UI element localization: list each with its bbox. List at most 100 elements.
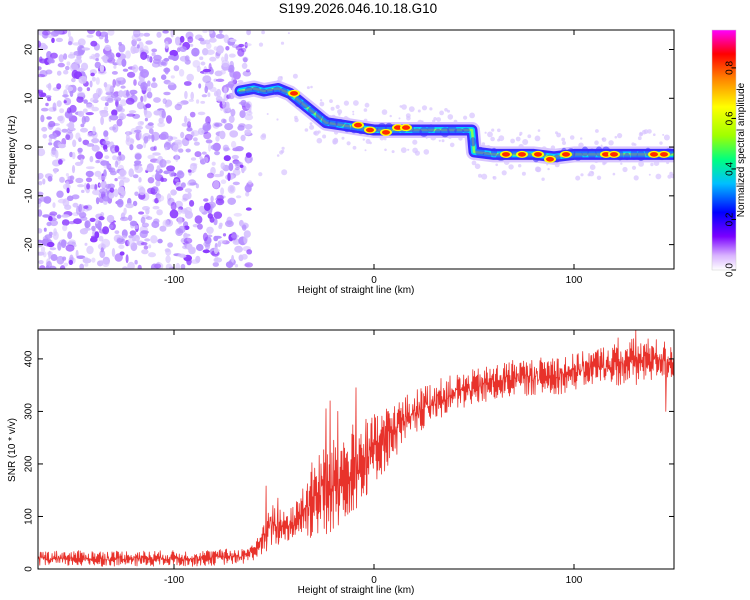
noise-dot: [175, 153, 179, 163]
faint-dot: [510, 138, 515, 144]
noise-dot: [239, 164, 244, 168]
faint-dot: [310, 85, 313, 89]
noise-dot: [244, 262, 253, 268]
noise-dot: [72, 42, 82, 46]
noise-dot: [169, 49, 178, 57]
hotspot: [354, 122, 362, 128]
faint-dot: [589, 164, 596, 170]
faint-dot: [669, 171, 673, 176]
noise-dot: [119, 169, 127, 177]
noise-dot: [123, 207, 127, 215]
noise-dot: [95, 77, 100, 85]
trace-blob: [252, 86, 260, 93]
faint-dot: [519, 133, 522, 137]
noise-dot: [140, 230, 149, 235]
noise-dot: [77, 86, 83, 92]
noise-dot: [202, 68, 211, 73]
noise-dot: [148, 128, 154, 134]
hotspot: [518, 152, 526, 157]
noise-dot: [146, 91, 153, 99]
noise-dot: [104, 39, 109, 44]
noise-dot: [68, 239, 76, 245]
trace-blob: [335, 119, 345, 127]
noise-dot: [61, 128, 68, 133]
noise-dot: [178, 69, 185, 77]
noise-dot: [119, 195, 124, 199]
faint-dot: [591, 171, 594, 174]
noise-dot: [153, 218, 160, 224]
noise-dot: [84, 242, 88, 246]
snr-frame: [37, 329, 675, 570]
noise-dot: [48, 133, 58, 139]
faint-dot: [438, 139, 441, 142]
noise-dot: [99, 188, 108, 194]
y-tick-label: 0: [24, 144, 35, 150]
noise-dot: [42, 30, 51, 36]
faint-dot: [647, 129, 652, 134]
noise-dot: [156, 165, 160, 172]
snr-panel: -100 0 100 0 100 200 300 400 Height of straight…: [7, 329, 675, 596]
noise-dot: [180, 263, 186, 269]
noise-dot: [184, 206, 192, 215]
trace-blob: [272, 86, 282, 96]
noise-dot: [81, 47, 91, 51]
noise-dot: [83, 99, 88, 104]
noise-dot: [132, 64, 139, 73]
noise-dot: [164, 67, 169, 75]
noise-dot: [147, 177, 155, 184]
noise-dot: [139, 131, 143, 140]
noise-dot: [42, 214, 51, 218]
noise-dot: [203, 39, 211, 45]
y-tick-label: 0: [24, 566, 35, 572]
faint-dot: [484, 131, 487, 134]
faint-dot: [391, 150, 395, 154]
colorbar-frame: [711, 29, 737, 271]
noise-dot: [113, 97, 122, 102]
noise-dot: [47, 121, 54, 130]
noise-dot: [95, 218, 99, 225]
noise-dot: [227, 172, 231, 182]
noise-dot: [120, 85, 126, 89]
noise-dot: [82, 227, 92, 231]
faint-dot: [294, 117, 299, 123]
noise-dot: [82, 108, 88, 114]
noise-dot: [38, 209, 43, 217]
noise-dot: [140, 242, 148, 246]
noise-dot: [170, 201, 177, 211]
noise-dot: [49, 219, 59, 227]
noise-dot: [112, 155, 118, 161]
noise-dot: [91, 138, 100, 144]
noise-dot: [49, 211, 58, 216]
noise-dot: [242, 57, 248, 63]
noise-dot: [95, 197, 100, 205]
noise-dot: [38, 176, 41, 180]
noise-dot: [59, 108, 65, 114]
trace-blob: [636, 150, 646, 162]
noise-dot: [91, 76, 96, 82]
hotspot: [382, 130, 390, 135]
noise-dot: [218, 239, 227, 244]
noise-dot: [184, 133, 193, 141]
noise-dot: [80, 123, 85, 128]
faint-dot: [501, 170, 507, 176]
snr-x-axis-label: Height of straight line (km): [298, 585, 415, 596]
faint-dot: [408, 106, 415, 112]
noise-dot: [235, 195, 242, 199]
trace-blob: [237, 90, 247, 96]
noise-dot: [129, 230, 137, 236]
noise-dot: [62, 94, 69, 98]
noise-dot: [63, 97, 72, 106]
noise-dot: [80, 127, 88, 133]
noise-dot: [47, 58, 55, 64]
x-tick-label: 0: [371, 275, 377, 286]
noise-dot: [85, 170, 94, 178]
noise-dot: [91, 106, 99, 112]
noise-dot: [213, 235, 219, 242]
faint-dot: [412, 139, 418, 145]
noise-dot: [138, 186, 146, 196]
noise-dot: [134, 259, 138, 265]
trace-blob: [454, 128, 464, 134]
noise-dot: [66, 107, 72, 114]
noise-dot: [166, 165, 176, 172]
